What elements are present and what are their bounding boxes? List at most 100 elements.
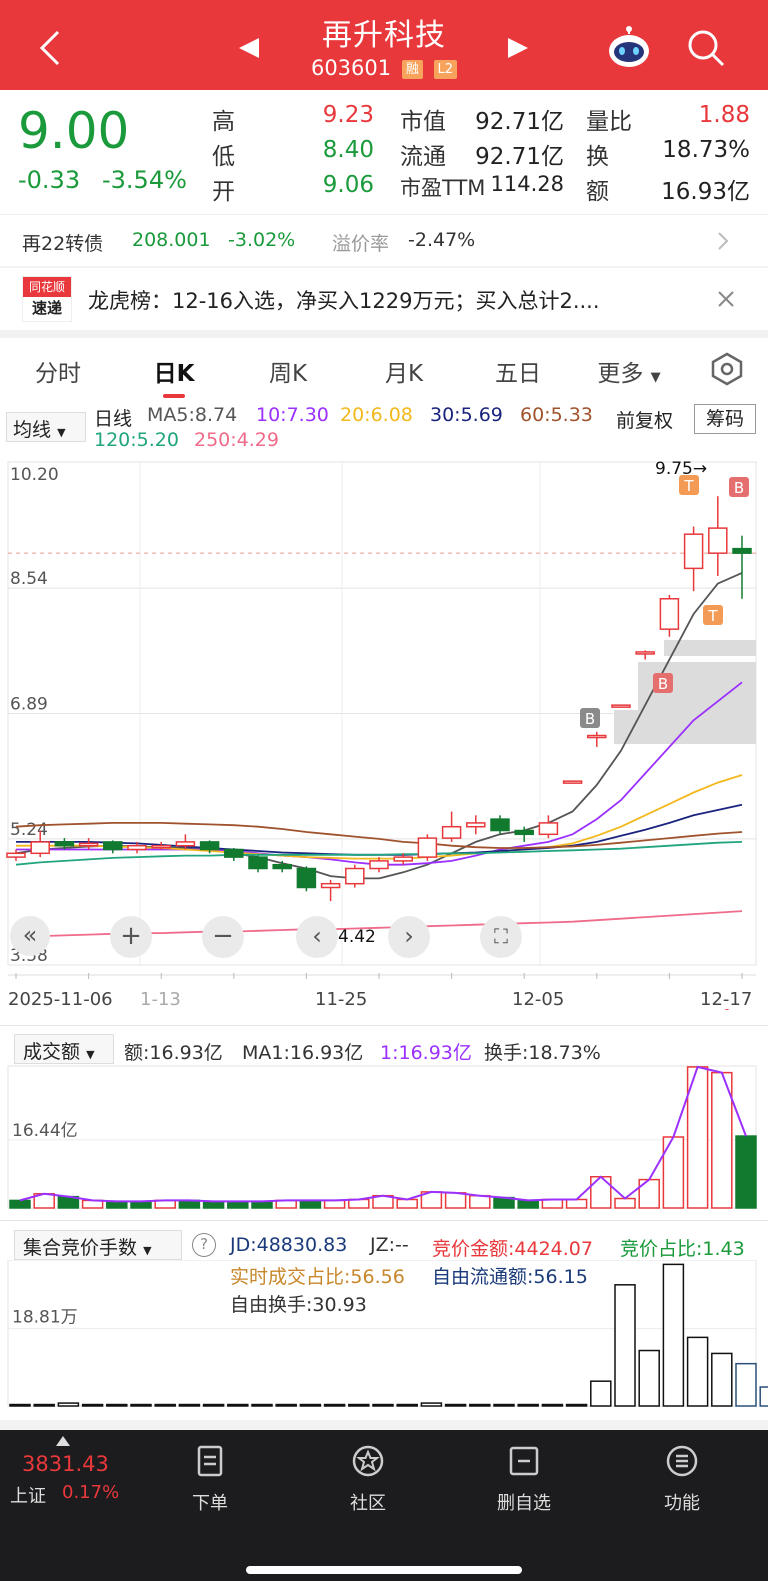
top-bar: 再升科技 603601 融 L2 [0, 0, 768, 90]
candle [611, 704, 631, 708]
home-indicator [246, 1566, 522, 1574]
premium-value: -2.47% [408, 229, 476, 251]
volume-bar [735, 1135, 757, 1209]
news-banner[interactable]: 同花顺 速递 龙虎榜：12-16入选，净买入1229万元；买入总计2.... [0, 268, 768, 330]
candle-body [320, 882, 341, 889]
search-icon[interactable] [686, 28, 726, 68]
nav-remove-watchlist[interactable]: 删自选 [464, 1444, 584, 1515]
tab-five-day[interactable]: 五日 [495, 361, 541, 387]
today-dot [724, 1009, 730, 1010]
auction-bar [614, 1284, 636, 1407]
high-label: 高 [212, 109, 235, 135]
stock-code: 603601 [310, 56, 392, 80]
high-value: 9.23 [322, 102, 374, 128]
candle-body [587, 734, 607, 739]
candle-body [224, 848, 244, 858]
index-value[interactable]: 3831.43 [22, 1452, 109, 1476]
candle [272, 860, 292, 873]
auction-bar [348, 1403, 370, 1407]
candle-body [441, 825, 462, 839]
auction-selector[interactable]: 集合竞价手数 ▼ [14, 1230, 182, 1260]
back-icon[interactable] [34, 28, 64, 68]
tab-more[interactable]: 更多 ▼ [597, 361, 661, 387]
nav-order[interactable]: 下单 [150, 1444, 270, 1515]
auction-bar [517, 1403, 539, 1407]
adjust-mode[interactable]: 前复权 [616, 410, 674, 432]
tab-monthly-k[interactable]: 月K [384, 361, 424, 387]
ths-logo: 同花顺 速递 [22, 276, 72, 322]
zoom-in-button[interactable]: + [110, 916, 152, 958]
divider [0, 1220, 768, 1221]
help-icon[interactable]: ? [192, 1233, 216, 1257]
trade-marker-text: T [707, 607, 718, 625]
y-tick-label: 6.89 [10, 695, 48, 715]
news-text: 龙虎榜：12-16入选，净买入1229万元；买入总计2.... [88, 289, 600, 313]
chips-button[interactable]: 筹码 [694, 404, 756, 434]
candle [732, 535, 752, 599]
auction-bar [227, 1403, 249, 1407]
volume-selector[interactable]: 成交额 ▼ [14, 1034, 114, 1064]
auction-bar [469, 1403, 491, 1407]
auction-bar [372, 1403, 394, 1407]
candle-body [538, 822, 559, 836]
prev-stock-icon[interactable] [237, 36, 261, 60]
volume-bar [323, 1199, 346, 1209]
candle [538, 815, 559, 839]
scroll-right-button[interactable]: › [388, 916, 430, 958]
robot-assistant-icon[interactable] [606, 26, 652, 70]
scroll-left-fast-button[interactable]: « [10, 916, 50, 956]
auction-bar [106, 1403, 128, 1407]
volume-ma1: MA1:16.93亿 [242, 1042, 364, 1064]
auction-bar [541, 1403, 564, 1407]
zoom-out-button[interactable]: − [202, 916, 244, 958]
ma-selector[interactable]: 均线 ▼ [6, 412, 86, 442]
ma30-value: 30:5.69 [430, 404, 503, 426]
tab-intraday[interactable]: 分时 [35, 361, 81, 387]
tab-daily-k[interactable]: 日K [153, 361, 195, 387]
candle-body [514, 829, 534, 836]
active-tab-indicator [163, 394, 185, 398]
tab-weekly-k[interactable]: 周K [268, 361, 308, 387]
candle-body [199, 841, 220, 851]
ma5-value: MA5:8.74 [147, 404, 238, 426]
close-icon[interactable] [716, 289, 736, 309]
candle-body [248, 856, 268, 870]
candle [635, 650, 655, 660]
settings-hexagon-icon[interactable] [710, 352, 744, 386]
nav-functions[interactable]: 功能 [622, 1444, 742, 1515]
candlestick-chart[interactable]: 10.208.546.895.243.58BBTTB9.75→4.422025-… [0, 450, 768, 1010]
auction-jz: JZ:-- [370, 1234, 409, 1256]
candle-body [345, 867, 365, 885]
ma-line-label: 日线 [94, 408, 133, 430]
up-arrow-icon [56, 1436, 70, 1446]
candle [417, 834, 438, 861]
auction-bar [323, 1403, 346, 1407]
divider [0, 1025, 768, 1026]
auction-chart[interactable]: 18.81万 [0, 1260, 768, 1410]
candle-body [78, 842, 99, 847]
current-price: 9.00 [18, 102, 130, 160]
candle-body [562, 780, 583, 784]
auction-bar [178, 1403, 201, 1407]
nav-community[interactable]: 社区 [308, 1444, 428, 1515]
x-tick-label: 1-13 [140, 989, 181, 1010]
quote-panel: 9.00 -0.33 -3.54% 高 9.23 市值 92.71亿 量比 1.… [0, 90, 768, 214]
market-cap-label: 市值 [400, 109, 446, 135]
pe-label: 市盈TTM [400, 176, 486, 200]
turnover-label: 换 [586, 144, 609, 170]
auction-bar [81, 1403, 104, 1407]
candle-body [490, 818, 510, 832]
volume-bar [614, 1197, 636, 1209]
convertible-bond-row[interactable]: 再22转债 208.001 -3.02% 溢价率 -2.47% [0, 214, 768, 266]
volume-chart[interactable]: 16.44亿 [0, 1064, 768, 1214]
candle-body [708, 527, 728, 554]
price-change: -0.33 [18, 166, 81, 194]
candle [683, 526, 704, 592]
buy-marker-text: B [734, 479, 744, 497]
ma-line-ma10 [16, 681, 743, 866]
next-stock-icon[interactable] [506, 36, 530, 60]
scroll-left-button[interactable]: ‹ [296, 916, 338, 958]
volume-bar [517, 1199, 539, 1209]
fullscreen-button[interactable]: ⛶ [480, 916, 522, 958]
x-tick-label: 12-05 [512, 989, 564, 1010]
